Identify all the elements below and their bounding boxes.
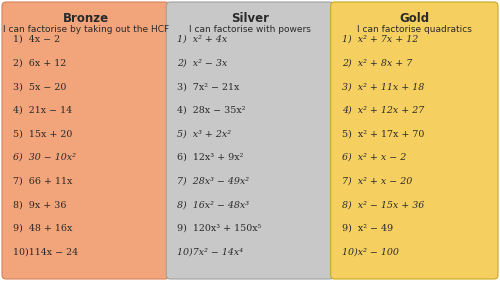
Text: 7)  x² + x − 20: 7) x² + x − 20: [342, 176, 412, 185]
Text: 10)7x² − 14x⁴: 10)7x² − 14x⁴: [178, 247, 244, 256]
Text: Silver: Silver: [231, 12, 269, 25]
FancyBboxPatch shape: [166, 2, 334, 279]
Text: 3)  7x² − 21x: 3) 7x² − 21x: [178, 82, 240, 91]
Text: 6)  x² + x − 2: 6) x² + x − 2: [342, 153, 406, 162]
Text: Bronze: Bronze: [62, 12, 108, 25]
Text: 5)  x² + 17x + 70: 5) x² + 17x + 70: [342, 129, 424, 139]
Text: 9)  x² − 49: 9) x² − 49: [342, 224, 393, 233]
Text: 1)  x² + 7x + 12: 1) x² + 7x + 12: [342, 35, 418, 44]
FancyBboxPatch shape: [330, 2, 498, 279]
Text: 4)  21x − 14: 4) 21x − 14: [13, 106, 72, 115]
Text: 9)  120x³ + 150x⁵: 9) 120x³ + 150x⁵: [178, 224, 262, 233]
FancyBboxPatch shape: [2, 2, 170, 279]
Text: 7)  28x³ − 49x²: 7) 28x³ − 49x²: [178, 176, 250, 185]
Text: 10)x² − 100: 10)x² − 100: [342, 247, 398, 256]
Text: I can factorise quadratics: I can factorise quadratics: [357, 25, 472, 34]
Text: 9)  48 + 16x: 9) 48 + 16x: [13, 224, 72, 233]
Text: 2)  x² + 8x + 7: 2) x² + 8x + 7: [342, 59, 412, 68]
Text: 1)  4x − 2: 1) 4x − 2: [13, 35, 60, 44]
Text: 7)  66 + 11x: 7) 66 + 11x: [13, 176, 72, 185]
Text: I can factorise with powers: I can factorise with powers: [189, 25, 311, 34]
Text: 3)  x² + 11x + 18: 3) x² + 11x + 18: [342, 82, 424, 91]
Text: 2)  6x + 12: 2) 6x + 12: [13, 59, 66, 68]
Text: 4)  28x − 35x²: 4) 28x − 35x²: [178, 106, 246, 115]
Text: 8)  9x + 36: 8) 9x + 36: [13, 200, 66, 209]
Text: 8)  x² − 15x + 36: 8) x² − 15x + 36: [342, 200, 424, 209]
Text: 6)  30 − 10x²: 6) 30 − 10x²: [13, 153, 76, 162]
Text: 10)114x − 24: 10)114x − 24: [13, 247, 78, 256]
Text: Gold: Gold: [400, 12, 430, 25]
Text: 4)  x² + 12x + 27: 4) x² + 12x + 27: [342, 106, 424, 115]
Text: I can factorise by taking out the HCF: I can factorise by taking out the HCF: [2, 25, 168, 34]
Text: 5)  x³ + 2x²: 5) x³ + 2x²: [178, 129, 232, 139]
Text: 2)  x² − 3x: 2) x² − 3x: [178, 59, 228, 68]
Text: 8)  16x² − 48x³: 8) 16x² − 48x³: [178, 200, 250, 209]
Text: 6)  12x³ + 9x²: 6) 12x³ + 9x²: [178, 153, 244, 162]
Text: 3)  5x − 20: 3) 5x − 20: [13, 82, 66, 91]
Text: 1)  x² + 4x: 1) x² + 4x: [178, 35, 228, 44]
Text: 5)  15x + 20: 5) 15x + 20: [13, 129, 72, 139]
